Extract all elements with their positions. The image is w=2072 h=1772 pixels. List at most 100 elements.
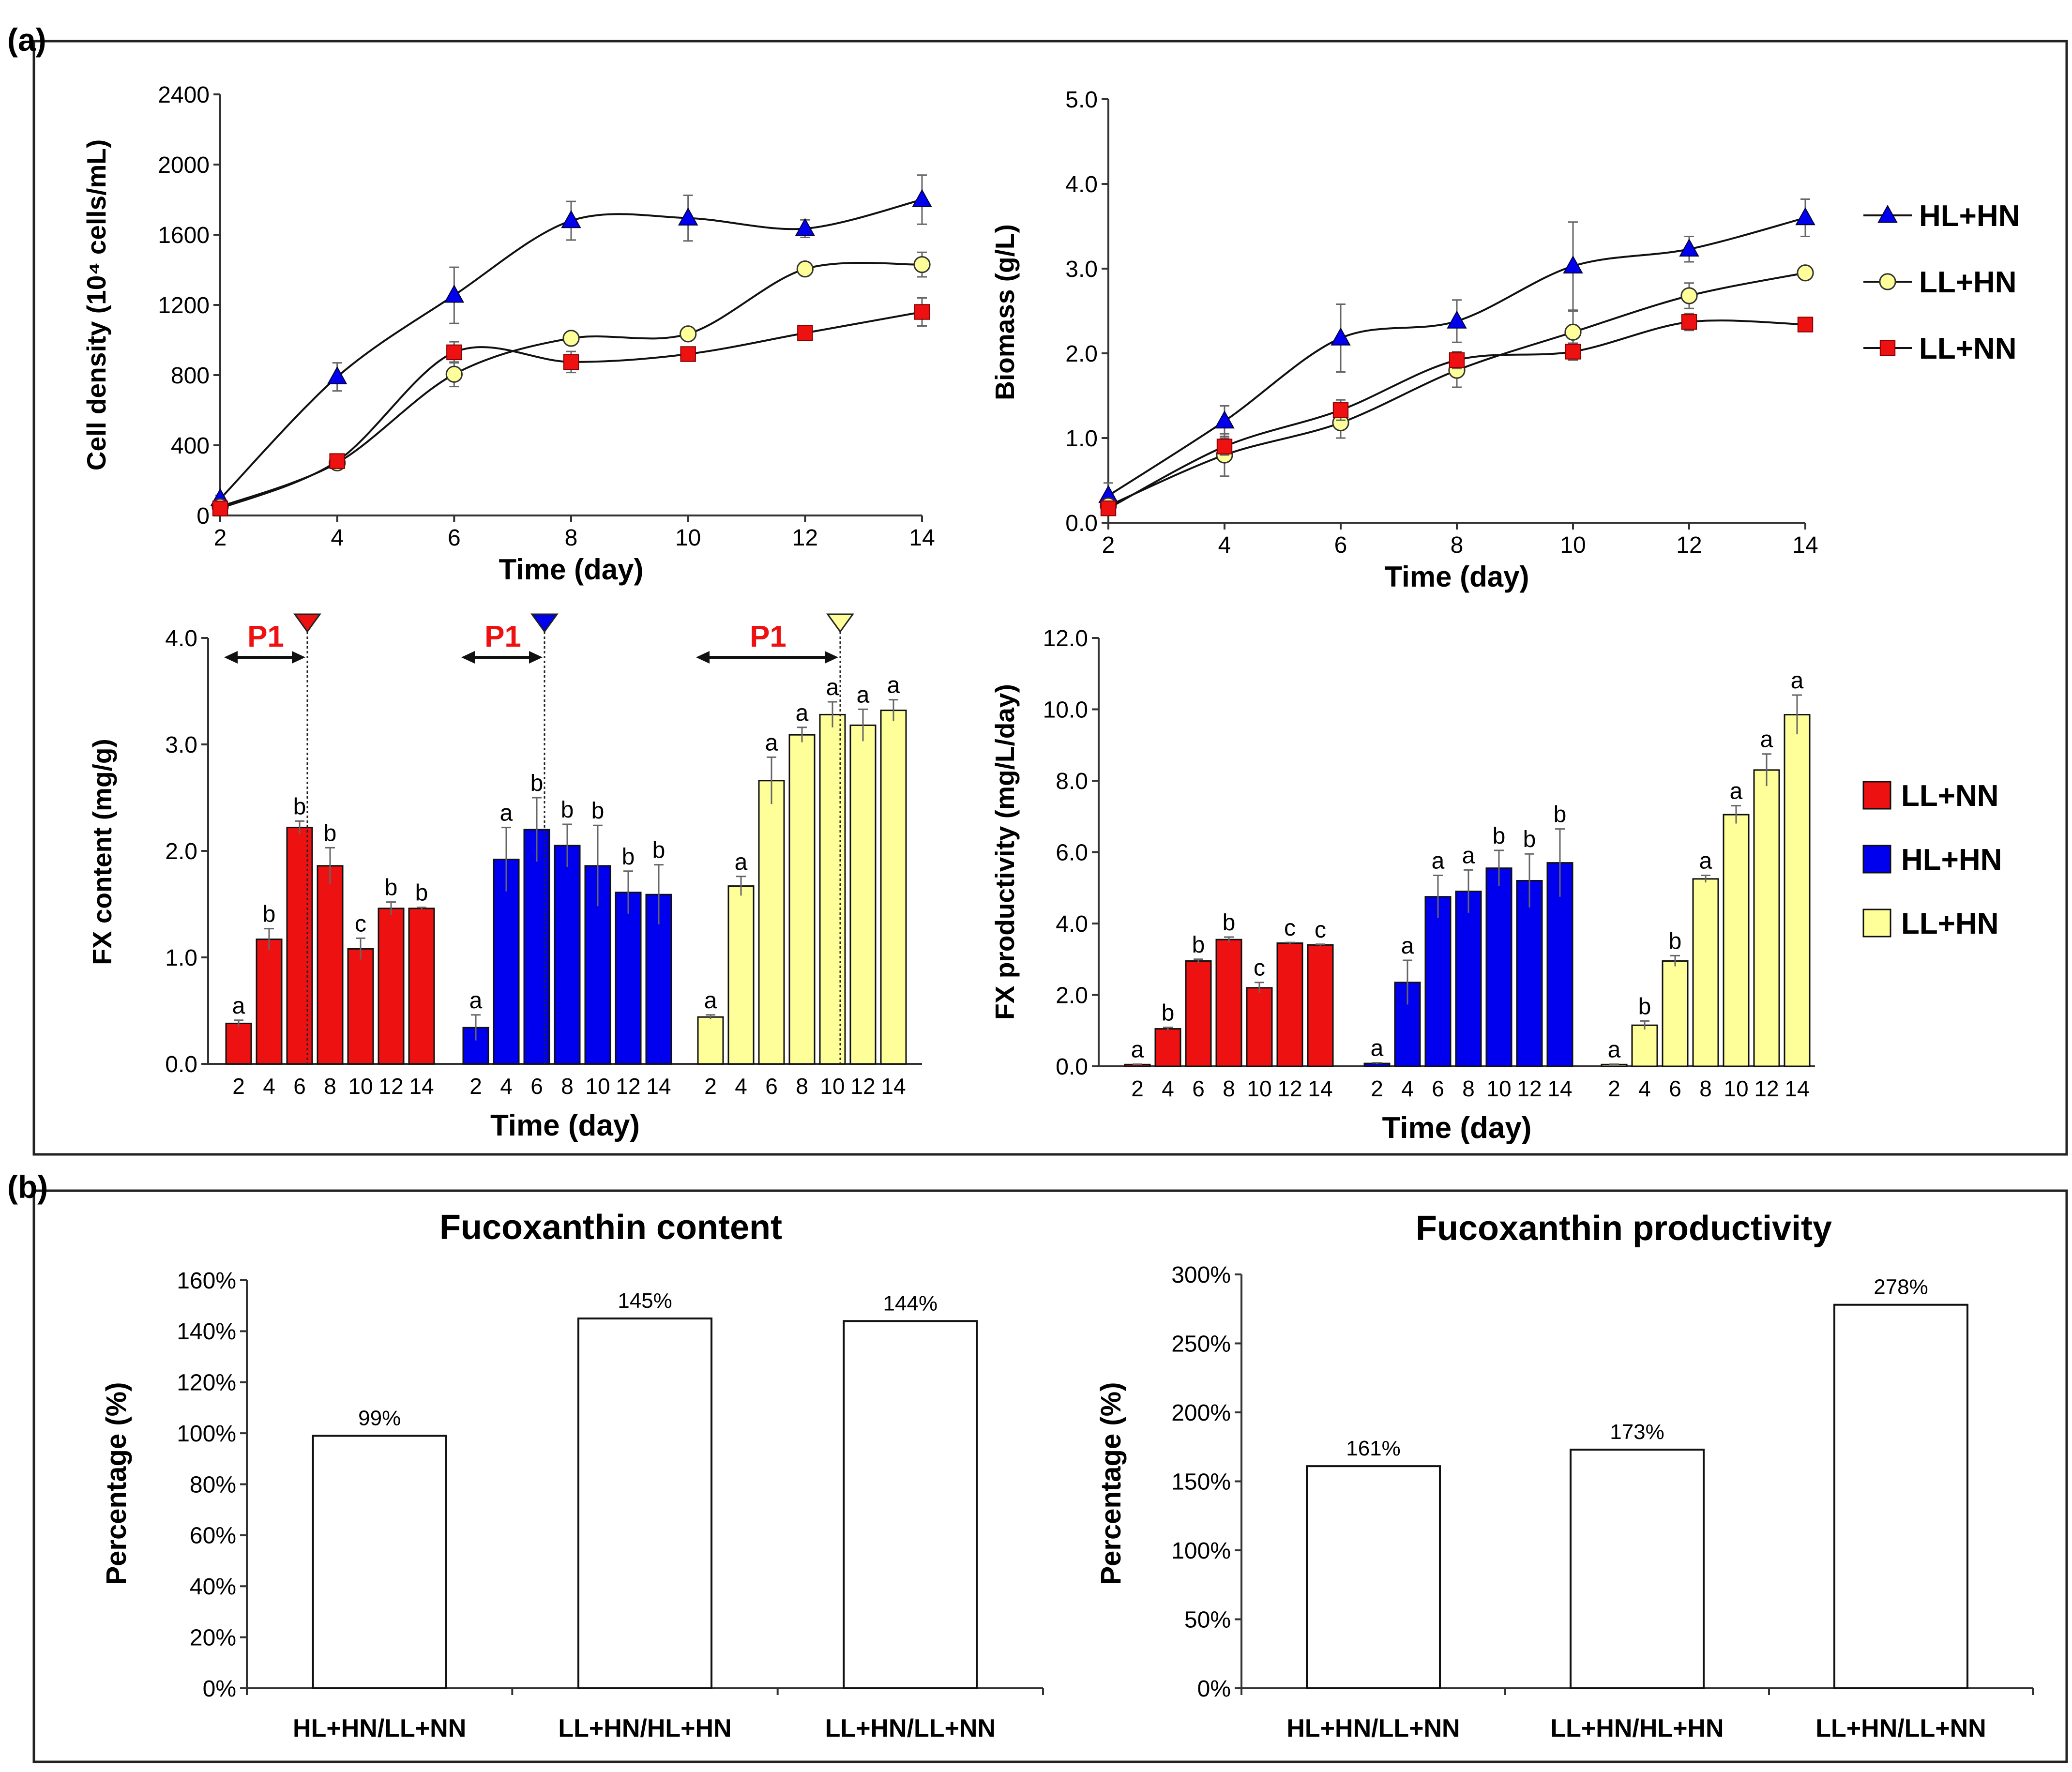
bar-LL+NN: [225, 1022, 252, 1065]
significance-letter: b: [652, 838, 665, 863]
y-tick-label: 1200: [158, 293, 210, 318]
percentage-bar: [1570, 1448, 1705, 1689]
x-tick-label: 10: [1724, 1076, 1748, 1101]
y-tick-label: 10.0: [1043, 697, 1088, 723]
circle-marker: [445, 365, 463, 383]
significance-letter: b: [1223, 910, 1236, 936]
y-axis-title: FX productivity (mg/L/day): [990, 684, 1020, 1020]
significance-letter: b: [622, 844, 635, 870]
p1-arrow-head-left: [224, 651, 238, 664]
y-tick-label: 60%: [190, 1523, 236, 1549]
x-tick-label: 12: [616, 1074, 640, 1099]
bar-LL+HN: [727, 885, 755, 1065]
bar-LL+NN: [347, 948, 374, 1065]
x-tick-label: 12: [850, 1074, 875, 1099]
square-marker: [212, 500, 228, 516]
x-tick-label: 6: [765, 1074, 778, 1099]
square-marker: [1332, 402, 1349, 418]
line-legend: HL+HN LL+HN LL+NN: [1863, 199, 2020, 365]
triangle-marker: [1877, 204, 1898, 223]
triangle-marker: [1214, 410, 1235, 429]
significance-letter: a: [796, 700, 809, 726]
circle-marker: [1564, 323, 1582, 341]
y-tick-label: 2000: [158, 152, 210, 178]
x-tick-label: 2: [232, 1074, 245, 1099]
x-tick-label: 4: [331, 525, 344, 551]
y-axis-title: Percentage (%): [1095, 1382, 1127, 1585]
significance-letter: a: [1699, 848, 1712, 874]
square-marker: [329, 453, 345, 469]
x-tick-label: 4: [263, 1074, 275, 1099]
data-label: 99%: [358, 1406, 401, 1430]
chart-title: Fucoxanthin productivity: [1416, 1209, 1832, 1248]
legend-label: LL+HN: [1901, 907, 1999, 940]
y-tick-label: 20%: [190, 1625, 236, 1651]
triangle-marker: [678, 207, 698, 226]
y-tick-label: 4.0: [1065, 172, 1098, 197]
bar-LL+NN: [286, 827, 313, 1065]
significance-letter: b: [1554, 802, 1567, 828]
x-tick-label: 8: [565, 525, 578, 551]
data-label: 173%: [1610, 1420, 1664, 1444]
square-marker: [1216, 439, 1233, 454]
square-marker: [680, 346, 696, 362]
bar-legend: LL+NN HL+HN LL+HN: [1862, 779, 2002, 940]
y-tick-label: 250%: [1171, 1331, 1231, 1357]
circle-marker: [1797, 264, 1814, 282]
x-tick-label: 8: [796, 1074, 808, 1099]
x-axis-title: Time (day): [1385, 560, 1529, 593]
p1-label: P1: [247, 620, 284, 653]
significance-letter: b: [1523, 827, 1536, 852]
chart-title: Fucoxanthin content: [439, 1208, 782, 1247]
y-tick-label: 0.0: [1065, 511, 1098, 536]
y-tick-label: 2.0: [1065, 341, 1098, 367]
p1-down-triangle: [293, 613, 321, 633]
x-tick-label: 14: [1547, 1076, 1572, 1101]
significance-letter: b: [561, 797, 574, 823]
x-tick-label: 14: [1308, 1076, 1332, 1101]
x-tick-label: 14: [1785, 1076, 1809, 1101]
significance-letter: c: [1254, 955, 1265, 981]
fucoxanthin-productivity-chart: 0% 50% 100% 150% 200% 250% 300% 161% HL+HN/LL+NN…: [1095, 1209, 2034, 1742]
significance-letter: a: [735, 849, 748, 875]
square-marker: [1797, 317, 1814, 333]
bar-LL+HN: [1662, 960, 1689, 1067]
x-tick-label: 6: [1669, 1076, 1681, 1101]
y-tick-label: 140%: [177, 1319, 236, 1345]
significance-letter: c: [1284, 915, 1296, 941]
significance-letter: b: [415, 880, 428, 906]
significance-letter: a: [1432, 848, 1445, 874]
x-category-label: LL+HN/LL+NN: [1815, 1714, 1986, 1742]
x-tick-label: 4: [1218, 532, 1231, 558]
circle-marker: [1879, 273, 1896, 290]
fx-content-chart: 0.0 1.0 2.0 3.0 4.0 a 2 b 4 b 6 b 8 c 10 b 12 b 14 a 2 a 4 b 6 b 8…: [87, 613, 922, 1142]
data-label: 161%: [1346, 1437, 1401, 1460]
y-axis-title: Biomass (g/L): [990, 224, 1020, 400]
p1-label: P1: [750, 620, 786, 653]
bar-LL+HN: [788, 734, 816, 1065]
p1-arrow-head-left: [461, 651, 475, 664]
percentage-bar: [312, 1435, 447, 1690]
bar-HL+HN: [1485, 867, 1512, 1067]
legend-label: LL+NN: [1919, 332, 2017, 365]
y-tick-label: 4.0: [1056, 911, 1088, 937]
y-tick-label: 1.0: [165, 945, 197, 971]
triangle-marker: [444, 285, 465, 303]
x-tick-label: 10: [1486, 1076, 1511, 1101]
legend-label: HL+HN: [1919, 199, 2020, 233]
bar-LL+HN: [1784, 714, 1811, 1067]
significance-letter: b: [1638, 994, 1651, 1019]
percentage-bar: [1833, 1303, 1968, 1689]
bar-HL+HN: [1424, 896, 1452, 1067]
p1-arrow-head-left: [696, 651, 710, 664]
x-category-label: LL+HN/LL+NN: [825, 1714, 996, 1742]
fx-productivity-chart: 0.0 2.0 4.0 6.0 8.0 10.0 12.0 a 2 b 4 b 6 b 8 c 10 c 12 c 14…: [990, 626, 1815, 1145]
x-tick-label: 2: [1608, 1076, 1620, 1101]
bar-LL+NN: [1246, 987, 1273, 1067]
p1-arrow-head-right: [825, 651, 838, 664]
y-tick-label: 150%: [1171, 1469, 1231, 1495]
x-tick-label: 8: [1462, 1076, 1475, 1101]
data-label: 145%: [618, 1289, 672, 1313]
p1-arrow-head-right: [292, 651, 305, 664]
